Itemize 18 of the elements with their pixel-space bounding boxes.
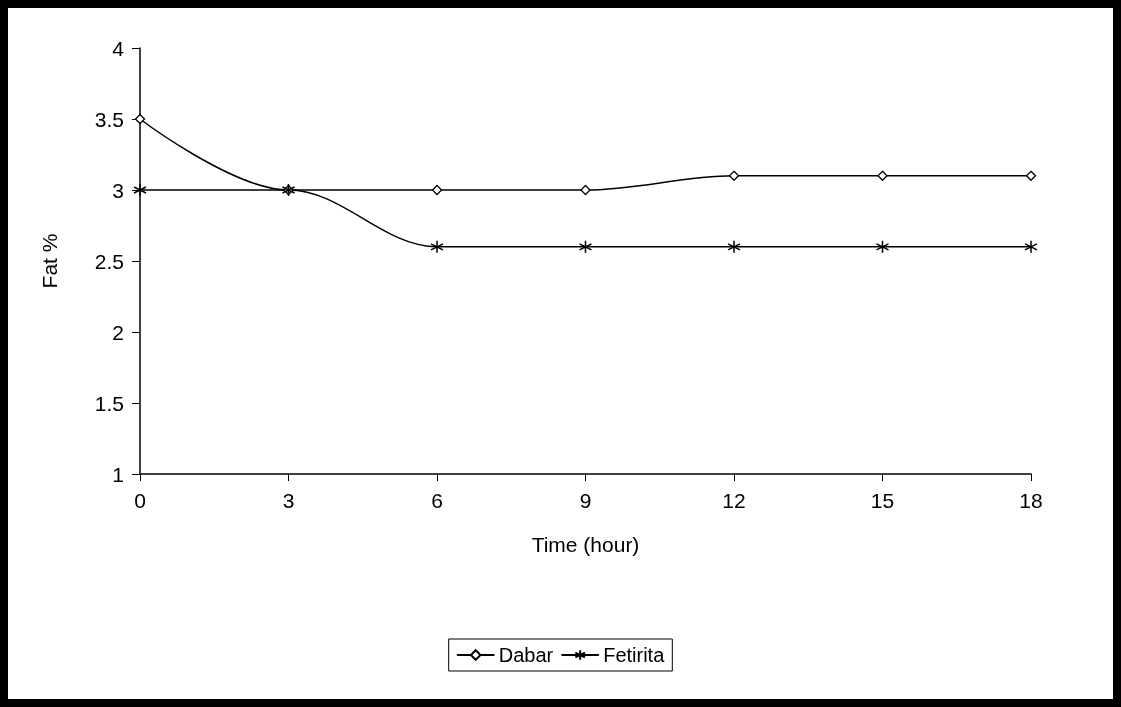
x-tick-label: 0	[134, 489, 146, 512]
x-tick-label: 18	[1019, 489, 1043, 512]
x-tick-label: 9	[579, 489, 592, 512]
x-tick-label: 6	[431, 489, 443, 512]
y-tick-label: 1	[112, 462, 124, 486]
y-tick-label: 2.5	[94, 249, 124, 273]
legend-label: Fetirita	[603, 644, 666, 666]
y-axis-title: Fat %	[38, 233, 61, 289]
y-tick-label: 3	[112, 178, 124, 202]
y-tick-label: 1.5	[94, 391, 124, 415]
y-tick-label: 2	[112, 320, 124, 344]
x-tick-label: 15	[870, 489, 895, 512]
y-tick-label: 4	[112, 36, 125, 60]
x-axis-title: Time (hour)	[531, 533, 640, 556]
y-tick-label: 3.5	[94, 107, 124, 131]
x-tick-label: 3	[282, 489, 295, 512]
x-tick-label: 12	[722, 489, 746, 512]
legend-label: Dabar	[498, 644, 554, 666]
